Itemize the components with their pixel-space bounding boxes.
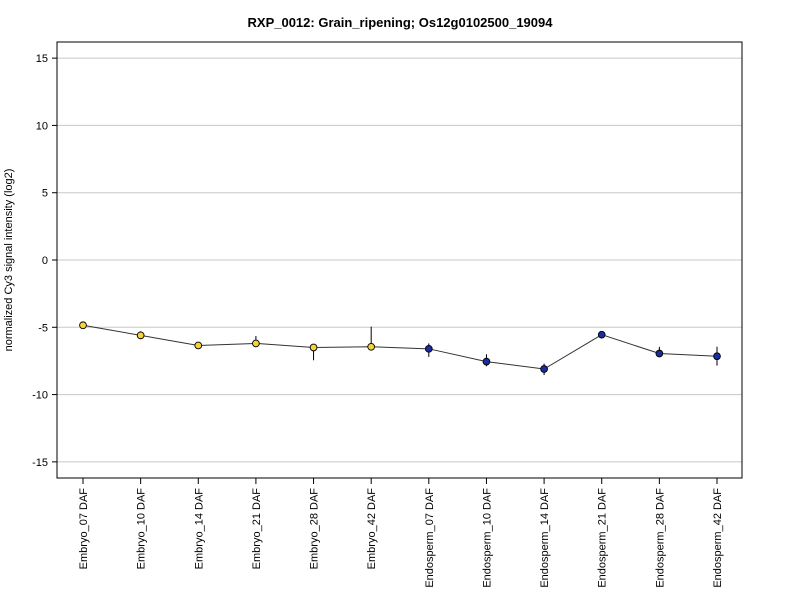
x-tick-label: Embryo_14 DAF [193,488,205,570]
x-tick-label: Embryo_28 DAF [309,488,321,570]
y-tick-label: 15 [36,53,48,65]
plot-area: -15 -10 -5 0 5 10 15 Embryo_07 DAF Embryo_10 DAF… [32,41,743,588]
y-tick-label: 0 [42,255,48,267]
data-point [424,344,433,353]
data-point [136,331,145,340]
data-point [713,352,721,361]
data-point [309,343,318,352]
x-tick-label: Endosperm_21 DAF [597,488,609,588]
x-tick-label: Endosperm_07 DAF [424,488,436,588]
x-tick-label: Embryo_10 DAF [136,488,148,570]
x-tick-label: Endosperm_14 DAF [539,488,551,588]
x-tick-label: Embryo_42 DAF [366,488,378,570]
data-point [482,357,491,366]
x-tick-label: Embryo_21 DAF [251,488,263,570]
data-point [597,330,606,339]
y-axis-label: normalized Cy3 signal intensity (log2) [3,169,15,352]
data-point [367,342,376,351]
x-tick-label: Endosperm_28 DAF [654,488,666,588]
data-point [655,349,664,358]
data-point [79,321,87,330]
y-tick-label: -5 [38,322,48,334]
x-tick-label: Embryo_07 DAF [78,488,90,570]
data-point [194,341,203,350]
x-tick-label: Endosperm_42 DAF [712,488,724,588]
x-tick-label: Endosperm_10 DAF [481,488,493,588]
y-tick-label: 10 [36,120,48,132]
y-tick-label: -15 [32,457,48,469]
data-point [540,365,548,373]
y-tick-label: 5 [42,188,48,200]
series-line [82,324,718,370]
data-point [252,339,260,348]
chart-title: RXP_0012: Grain_ripening; Os12g0102500_1… [248,15,554,30]
y-tick-label: -10 [32,390,48,402]
